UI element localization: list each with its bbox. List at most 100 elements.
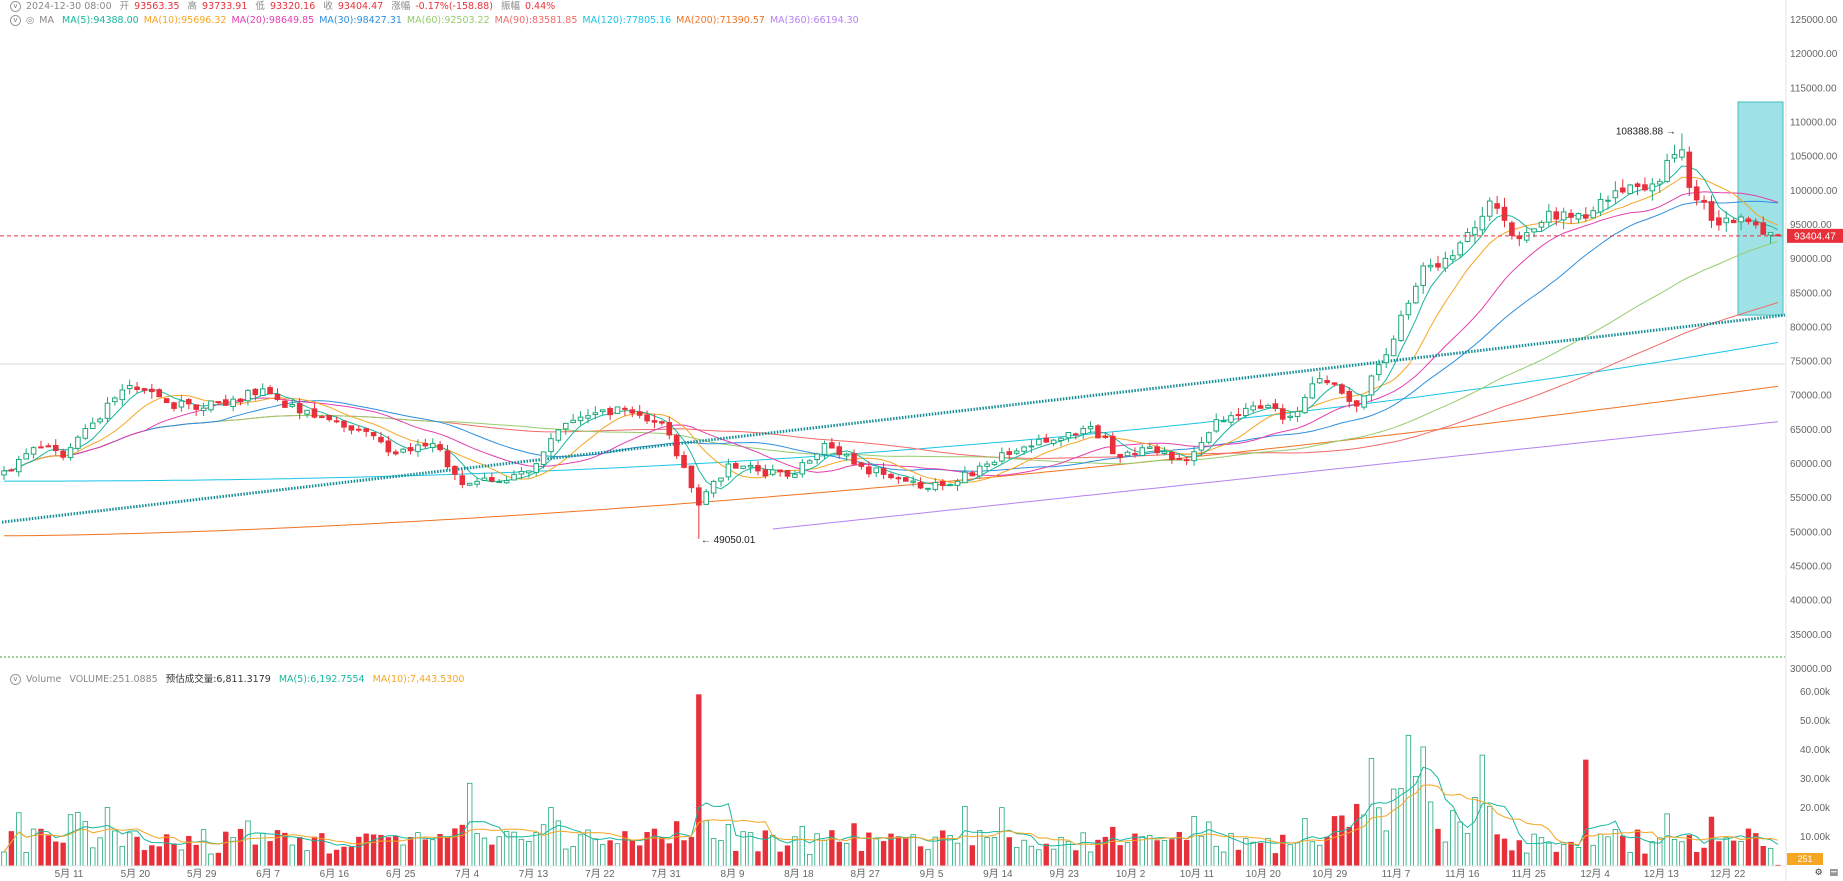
x-tick-label: 10月 11	[1180, 868, 1215, 880]
volume-bar	[422, 839, 429, 867]
candle-body	[851, 453, 857, 465]
candle-body	[1546, 210, 1552, 223]
volume-bar	[910, 834, 916, 867]
chevron-down-icon[interactable]: v	[10, 1, 21, 12]
volume-tick-label: 20.00k	[1800, 803, 1831, 814]
candle-body	[481, 477, 488, 481]
volume-bar	[1560, 844, 1567, 867]
volume-bar	[237, 828, 244, 867]
volume-bar	[1050, 848, 1057, 867]
low-annotation: ← 49050.01	[701, 535, 756, 546]
volume-bar	[1671, 839, 1678, 867]
candle-body	[1420, 265, 1426, 286]
chevron-down-icon[interactable]: v	[10, 674, 21, 685]
candle-body	[141, 388, 148, 391]
candle-body	[267, 387, 273, 395]
candle-body	[1686, 151, 1693, 188]
volume-bar	[341, 846, 347, 867]
volume-bar	[622, 831, 628, 867]
eye-icon[interactable]: ◎	[26, 15, 35, 26]
volume-bar	[1302, 818, 1308, 867]
volume-bar	[1257, 842, 1264, 867]
candle-body	[503, 480, 510, 484]
volume-bar	[762, 830, 769, 867]
candle-body	[585, 415, 591, 419]
candle-body	[60, 450, 66, 458]
trend-line	[1, 313, 1786, 524]
volume-bar	[1701, 847, 1707, 867]
volume-bar	[1036, 849, 1042, 867]
candle-body	[703, 491, 709, 505]
volume-indicator-name: Volume	[26, 674, 62, 685]
candle-body	[1693, 186, 1700, 201]
last-price-text: 93404.47	[1794, 231, 1836, 242]
candle-body	[1065, 432, 1072, 439]
volume-bar	[1198, 835, 1205, 867]
volume-ma10-line	[3, 784, 1779, 853]
volume-bar	[474, 833, 480, 867]
volume-bar	[1546, 842, 1552, 867]
candle-body	[622, 407, 628, 410]
candle-body	[821, 443, 828, 455]
candle-body	[1634, 183, 1641, 187]
candle-body	[1398, 314, 1404, 342]
candle-body	[326, 414, 333, 421]
candle-body	[333, 420, 340, 423]
candle-body	[112, 397, 118, 403]
volume-bar	[1013, 847, 1020, 867]
candle-body	[1376, 364, 1382, 376]
volume-bar	[1183, 839, 1190, 867]
chevron-down-icon[interactable]: v	[10, 15, 21, 26]
price-tick-label: 40000.00	[1790, 596, 1832, 607]
volume-bar	[1087, 851, 1094, 867]
candle-body	[222, 399, 229, 406]
volume-bar	[733, 850, 739, 867]
candle-body	[954, 480, 961, 486]
volume-bar	[186, 835, 192, 867]
volume-bar	[540, 824, 547, 867]
volume-bar	[747, 832, 754, 867]
candle-body	[1457, 242, 1463, 256]
volume-bar	[1760, 845, 1766, 867]
volume-bar	[1383, 830, 1389, 867]
volume-bar	[126, 832, 133, 867]
volume-bar	[1531, 833, 1537, 867]
volume-bar	[1464, 833, 1471, 867]
volume-bar	[1309, 841, 1316, 867]
candle-body	[880, 467, 887, 475]
candle-body	[89, 422, 96, 430]
volume-bar	[90, 847, 96, 867]
candle-body	[1472, 227, 1478, 236]
candle-body	[8, 469, 15, 472]
candle-body	[858, 462, 865, 467]
candle-body	[548, 438, 554, 453]
candle-body	[614, 406, 621, 414]
volume-bar	[97, 837, 103, 867]
candle-body	[245, 389, 251, 402]
candle-body	[1427, 264, 1434, 268]
volume-bar	[710, 838, 717, 867]
volume-bar	[1450, 810, 1456, 867]
settings-icon[interactable]: ⚙ ▤	[1814, 868, 1840, 878]
candle-body	[304, 409, 310, 415]
ma-indicator-name: MA	[39, 15, 54, 26]
candle-body	[422, 442, 429, 447]
volume-bar	[1250, 841, 1256, 867]
candle-body	[984, 463, 990, 467]
volume-ma5: MA(5):6,192.7554	[278, 674, 365, 685]
candle-body	[659, 421, 665, 424]
candle-body	[1597, 198, 1604, 213]
price-tick-label: 120000.00	[1790, 49, 1838, 60]
volume-bar	[1664, 813, 1670, 867]
candle-body	[747, 465, 754, 468]
ma-legend-item: MA(90):83581.85	[494, 15, 578, 26]
volume-bar	[1427, 801, 1434, 867]
price-tick-label: 45000.00	[1790, 562, 1832, 573]
volume-bar	[200, 829, 207, 867]
volume-bar	[644, 832, 650, 867]
x-tick-label: 10月 29	[1312, 868, 1347, 880]
x-tick-label: 5月 11	[55, 868, 84, 880]
open-value: 93563.35	[134, 1, 180, 12]
